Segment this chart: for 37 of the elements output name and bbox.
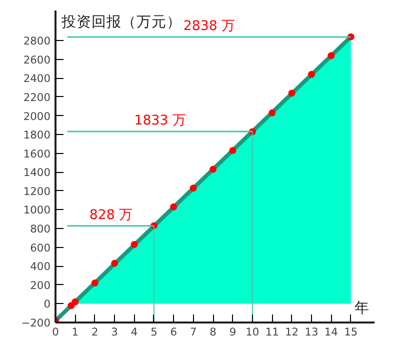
x-tick-label: 2 [91,326,98,338]
x-tick-label: 1 [72,326,79,338]
y-tick-label: 2400 [23,72,51,86]
y-tick-label: 1600 [23,147,51,160]
y-tick-label: 0 [44,298,51,311]
y-tick-label: 2600 [23,53,51,66]
x-tick-label: 3 [111,326,118,338]
x-tick-label: 11 [265,326,279,338]
x-tick-label: 14 [324,326,338,338]
y-tick-label: −200 [21,316,51,330]
y-tick-label: 1000 [23,204,51,217]
ref-line-label: 1833 万 [134,113,186,128]
x-tick-label: 12 [285,326,299,338]
y-tick-label: 1400 [23,166,51,180]
y-tick-label: 2800 [23,34,51,48]
y-tick-label: 800 [30,222,51,236]
x-tick-label: 9 [229,326,236,338]
x-tick-label: 10 [246,326,260,338]
x-tick-label: 6 [170,326,178,338]
ref-line-label: 2838 万 [183,19,235,34]
y-tick-label: 200 [30,278,51,292]
y-tick-label: 2000 [23,110,51,123]
y-tick-label: 2200 [23,90,51,104]
y-tick-label: 600 [30,241,51,254]
x-axis-title: 年 [354,300,370,316]
x-tick-label: 5 [150,326,158,338]
x-tick-label: 8 [210,326,217,338]
x-tick-label: 13 [304,326,318,338]
ref-line-label: 828 万 [89,208,132,223]
x-tick-label: 7 [190,326,197,338]
y-axis-title: 投资回报（万元） [60,14,182,30]
y-tick-label: 1200 [23,184,51,198]
y-tick-label: 1800 [23,128,51,142]
x-tick-label: 0 [52,326,60,338]
x-tick-label: 15 [344,326,358,338]
x-tick-label: 4 [130,326,138,338]
y-tick-label: 400 [30,260,51,274]
